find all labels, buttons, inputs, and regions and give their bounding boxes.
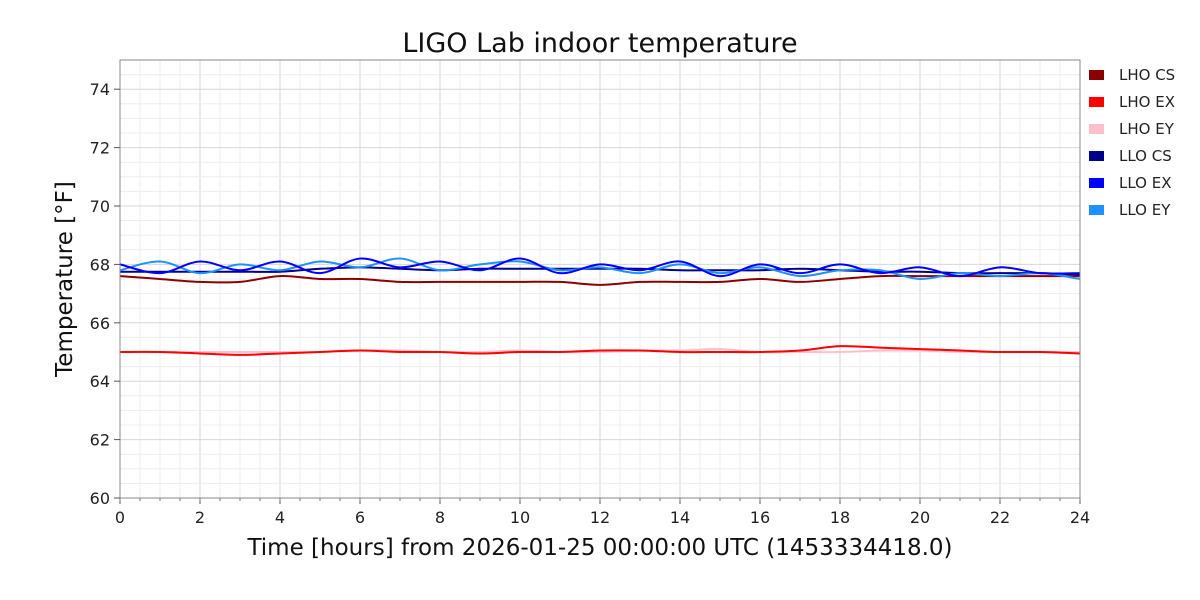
y-axis-label: Temperature [°F] [52,181,78,378]
series-group [119,257,1081,356]
legend-label-llo-cs: LLO CS [1119,147,1172,165]
legend-label-lho-ey: LHO EY [1119,120,1175,138]
x-tick-label: 22 [990,508,1010,527]
legend-label-lho-cs: LHO CS [1119,66,1175,84]
series-line-lho-ex [119,345,1081,356]
x-tick-label: 14 [670,508,690,527]
x-axis-label: Time [hours] from 2026-01-25 00:00:00 UT… [246,535,952,561]
x-tick-label: 0 [115,508,125,527]
legend-label-llo-ey: LLO EY [1119,201,1171,219]
x-tick-label: 4 [275,508,285,527]
chart-title: LIGO Lab indoor temperature [402,28,797,59]
x-tick-label: 20 [910,508,930,527]
y-tick-label: 64 [90,372,110,391]
legend-label-lho-ex: LHO EX [1119,93,1175,111]
y-tick-label: 70 [90,197,110,216]
series-line-llo-ex [119,257,1081,278]
legend-swatch-llo-ex [1089,178,1104,188]
series-line-lho-ey [119,348,1080,354]
y-tick-label: 66 [90,314,110,333]
y-tick-label: 60 [90,489,110,508]
y-tick-label: 72 [90,139,110,158]
x-tick-label: 8 [435,508,445,527]
legend: LHO CS LHO EX LHO EY LLO CS LLO EX LLO EY [1089,66,1175,219]
x-tick-label: 2 [195,508,205,527]
legend-swatch-lho-cs [1089,70,1104,80]
x-tick-label: 12 [590,508,610,527]
legend-swatch-llo-ey [1089,205,1104,215]
x-tick-label: 18 [830,508,850,527]
x-tick-label: 6 [355,508,365,527]
y-tick-label: 62 [90,431,110,450]
x-tick-label: 10 [510,508,530,527]
legend-swatch-lho-ex [1089,97,1104,107]
y-tick-label: 74 [90,80,110,99]
y-tick-label: 68 [90,255,110,274]
series-line-llo-ey [119,257,1081,281]
series-line-llo-cs [120,266,1081,276]
x-tick-label: 16 [750,508,770,527]
legend-swatch-lho-ey [1089,124,1104,134]
series-line-lho-cs [119,274,1080,286]
x-tick-label: 24 [1070,508,1090,527]
legend-label-llo-ex: LLO EX [1119,174,1172,192]
legend-swatch-llo-cs [1089,151,1104,161]
grid [119,59,1081,499]
